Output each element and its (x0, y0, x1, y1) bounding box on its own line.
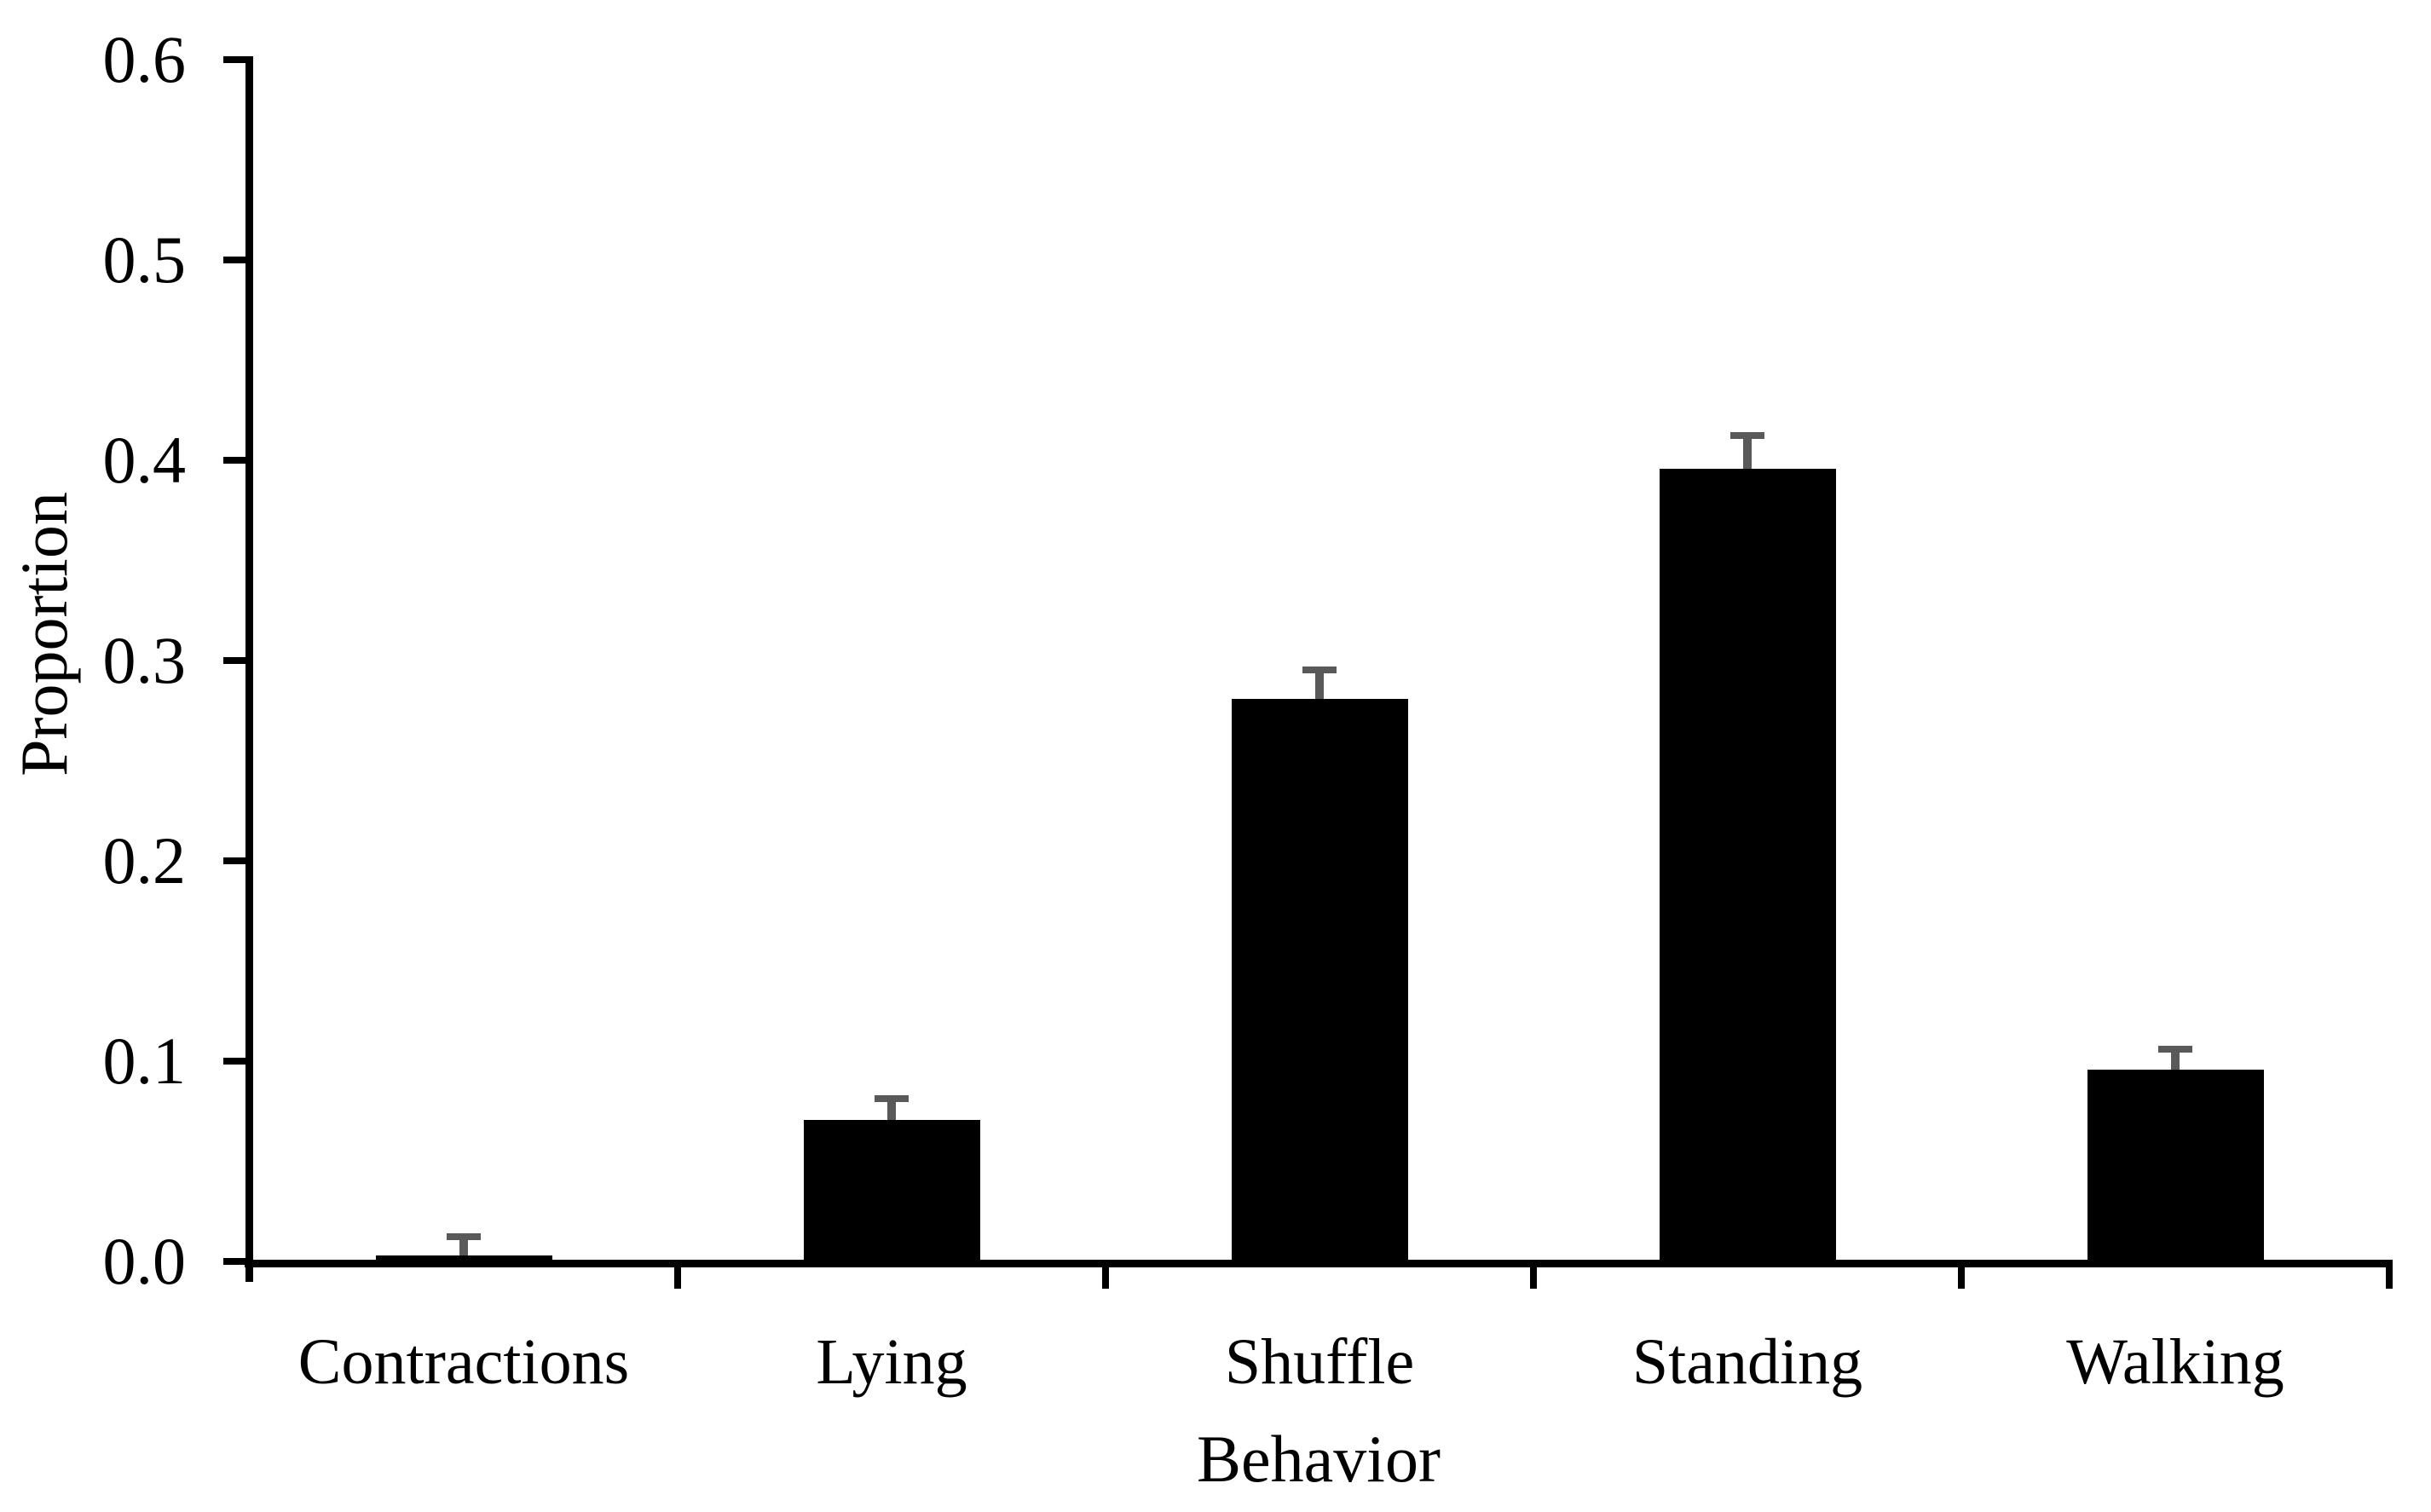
x-tick-4 (1958, 1267, 1965, 1289)
y-tick-0.2 (223, 857, 245, 864)
y-tick-0.6 (223, 56, 245, 63)
y-tick-label-0.5: 0.5 (102, 222, 187, 297)
y-tick-label-0.6: 0.6 (102, 22, 187, 96)
y-axis-line (245, 56, 253, 1282)
error-bar-stem-lying (887, 1095, 896, 1126)
y-tick-0.5 (223, 257, 245, 263)
x-tick-2 (1102, 1267, 1109, 1289)
category-label-contractions: Contractions (297, 1326, 630, 1398)
y-tick-0.0 (223, 1258, 245, 1265)
error-bar-stem-walking (2171, 1046, 2180, 1076)
y-tick-0.3 (223, 657, 245, 664)
error-bar-stem-shuffle (1315, 667, 1324, 706)
error-bar-cap-contractions (447, 1233, 481, 1240)
y-tick-label-0.0: 0.0 (102, 1224, 187, 1298)
error-bar-cap-shuffle (1302, 667, 1337, 673)
error-bar-cap-standing (1730, 432, 1764, 439)
bar-lying (804, 1120, 980, 1264)
error-bar-stem-standing (1743, 432, 1752, 475)
y-tick-0.1 (223, 1058, 245, 1065)
bar-contractions (376, 1255, 552, 1263)
bar-walking (2087, 1070, 2264, 1263)
bar-standing (1660, 469, 1836, 1263)
x-tick-5 (2386, 1267, 2393, 1289)
category-label-standing: Standing (1631, 1326, 1863, 1398)
error-bar-cap-walking (2158, 1046, 2192, 1053)
x-tick-3 (1530, 1267, 1537, 1289)
y-tick-label-0.4: 0.4 (102, 423, 187, 497)
category-label-lying: Lying (816, 1326, 967, 1398)
bar-shuffle (1232, 699, 1408, 1263)
category-label-shuffle: Shuffle (1224, 1326, 1415, 1398)
error-bar-stem-contractions (459, 1233, 468, 1260)
error-bar-cap-lying (875, 1095, 909, 1102)
y-tick-label-0.3: 0.3 (102, 623, 187, 697)
y-tick-label-0.1: 0.1 (102, 1024, 187, 1098)
y-tick-label-0.2: 0.2 (102, 823, 187, 897)
category-label-walking: Walking (2066, 1326, 2284, 1398)
x-tick-1 (674, 1267, 681, 1289)
x-axis-title: Behavior (1197, 1422, 1441, 1496)
y-tick-0.4 (223, 457, 245, 464)
x-axis-line (245, 1260, 2393, 1267)
